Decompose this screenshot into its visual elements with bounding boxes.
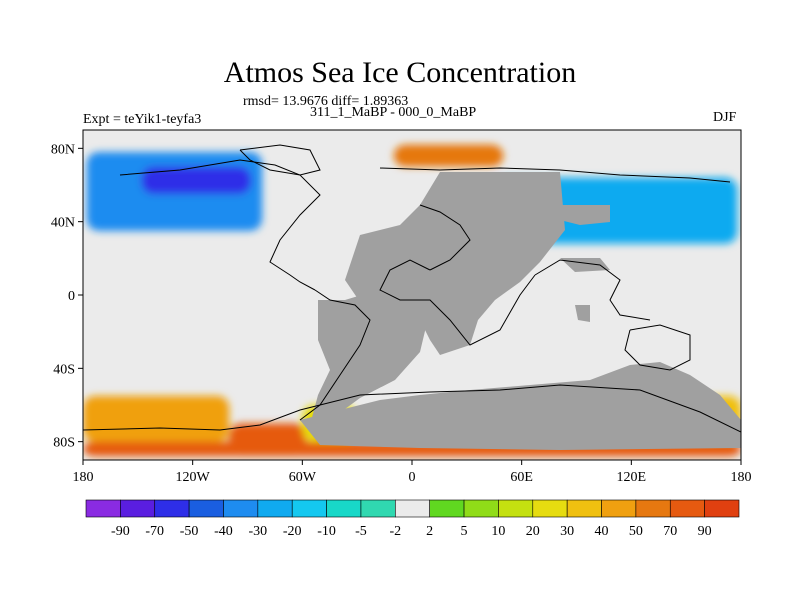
season-label: DJF xyxy=(713,110,737,125)
colorbar-label: -70 xyxy=(145,524,164,539)
land-maritime-patch xyxy=(575,305,590,322)
region-south-pacific-increase xyxy=(83,395,230,442)
colorbar-swatch xyxy=(85,499,121,518)
x-tick-label: 120W xyxy=(176,470,211,485)
coast-north-america xyxy=(119,159,321,291)
colorbar-swatch xyxy=(395,499,430,518)
x-tick-label: 60W xyxy=(289,470,317,485)
colorbar-swatch xyxy=(360,499,396,518)
chart-title: Atmos Sea Ice Concentration xyxy=(223,56,577,89)
region-weddell-increase xyxy=(229,423,306,457)
colorbar-label: -30 xyxy=(249,524,268,539)
rmsd-diff-stats: rmsd= 13.9676 diff= 1.89363 xyxy=(243,94,409,109)
chart-subtitle: 311_1_MaBP - 000_0_MaBP xyxy=(310,105,477,120)
colorbar-swatch xyxy=(704,499,740,518)
map-area xyxy=(82,129,742,461)
colorbar: -90 -70 -50 -40 -30 -20 -10 -5 -2 2 5 10 20 30 40 50 70 9… xyxy=(85,499,740,539)
land-mask xyxy=(300,172,741,450)
x-tick-label: 120E xyxy=(617,470,647,485)
axis-ticks: 180 120W 60W 0 60E 120E 180 80N 40N 0 40S 80S xyxy=(51,142,752,485)
colorbar-label: 2 xyxy=(426,524,433,539)
coast-africa xyxy=(379,259,536,346)
coastlines xyxy=(83,144,741,433)
y-tick-label: 80N xyxy=(51,142,75,157)
x-tick-label: 180 xyxy=(731,470,752,485)
colorbar-swatch xyxy=(669,499,705,518)
coast-asia xyxy=(534,259,651,321)
colorbar-swatch xyxy=(223,499,259,518)
colorbar-swatch xyxy=(154,499,190,518)
colorbar-swatch xyxy=(429,499,465,518)
y-tick-label: 0 xyxy=(68,289,75,304)
coast-antarctica xyxy=(83,384,741,433)
colorbar-swatch xyxy=(326,499,362,518)
colorbar-swatch xyxy=(120,499,156,518)
land-asia-patch xyxy=(560,205,610,225)
colorbar-swatch xyxy=(498,499,534,518)
x-tick-label: 60E xyxy=(510,470,533,485)
coast-greenland xyxy=(239,144,321,176)
colorbar-label: 50 xyxy=(629,524,643,539)
coast-eurasia xyxy=(379,167,731,183)
colorbar-label: -10 xyxy=(317,524,336,539)
coast-europe xyxy=(419,204,471,271)
colorbar-label: -50 xyxy=(180,524,199,539)
colorbar-label: -20 xyxy=(283,524,302,539)
colorbar-swatch xyxy=(463,499,499,518)
colorbar-label: -40 xyxy=(214,524,233,539)
colorbar-swatch xyxy=(566,499,602,518)
region-north-america-core xyxy=(141,166,252,195)
land-south-america xyxy=(310,290,430,425)
colorbar-label: 30 xyxy=(560,524,574,539)
x-tick-label: 180 xyxy=(73,470,94,485)
region-arctic-increase xyxy=(393,144,504,167)
colorbar-label: 10 xyxy=(491,524,505,539)
colorbar-label: 90 xyxy=(698,524,712,539)
y-tick-label: 80S xyxy=(53,436,75,451)
coast-australia xyxy=(624,324,691,371)
colorbar-label: -90 xyxy=(111,524,130,539)
colorbar-swatch xyxy=(532,499,568,518)
colorbar-label: 40 xyxy=(595,524,609,539)
y-tick-label: 40S xyxy=(53,362,75,377)
colorbar-swatch xyxy=(188,499,224,518)
colorbar-label: 20 xyxy=(526,524,540,539)
colorbar-swatch xyxy=(291,499,327,518)
colorbar-label: 5 xyxy=(461,524,468,539)
x-tick-label: 0 xyxy=(409,470,416,485)
colorbar-label: -5 xyxy=(355,524,367,539)
coast-south-america xyxy=(299,289,371,421)
colorbar-label: -2 xyxy=(389,524,401,539)
colorbar-swatch xyxy=(601,499,637,518)
colorbar-swatch xyxy=(257,499,293,518)
experiment-label: Expt = teYik1-teyfa3 xyxy=(83,112,202,127)
colorbar-label: 70 xyxy=(663,524,677,539)
y-tick-label: 40N xyxy=(51,216,75,231)
land-antarctica xyxy=(300,362,741,450)
colorbar-swatch xyxy=(635,499,671,518)
